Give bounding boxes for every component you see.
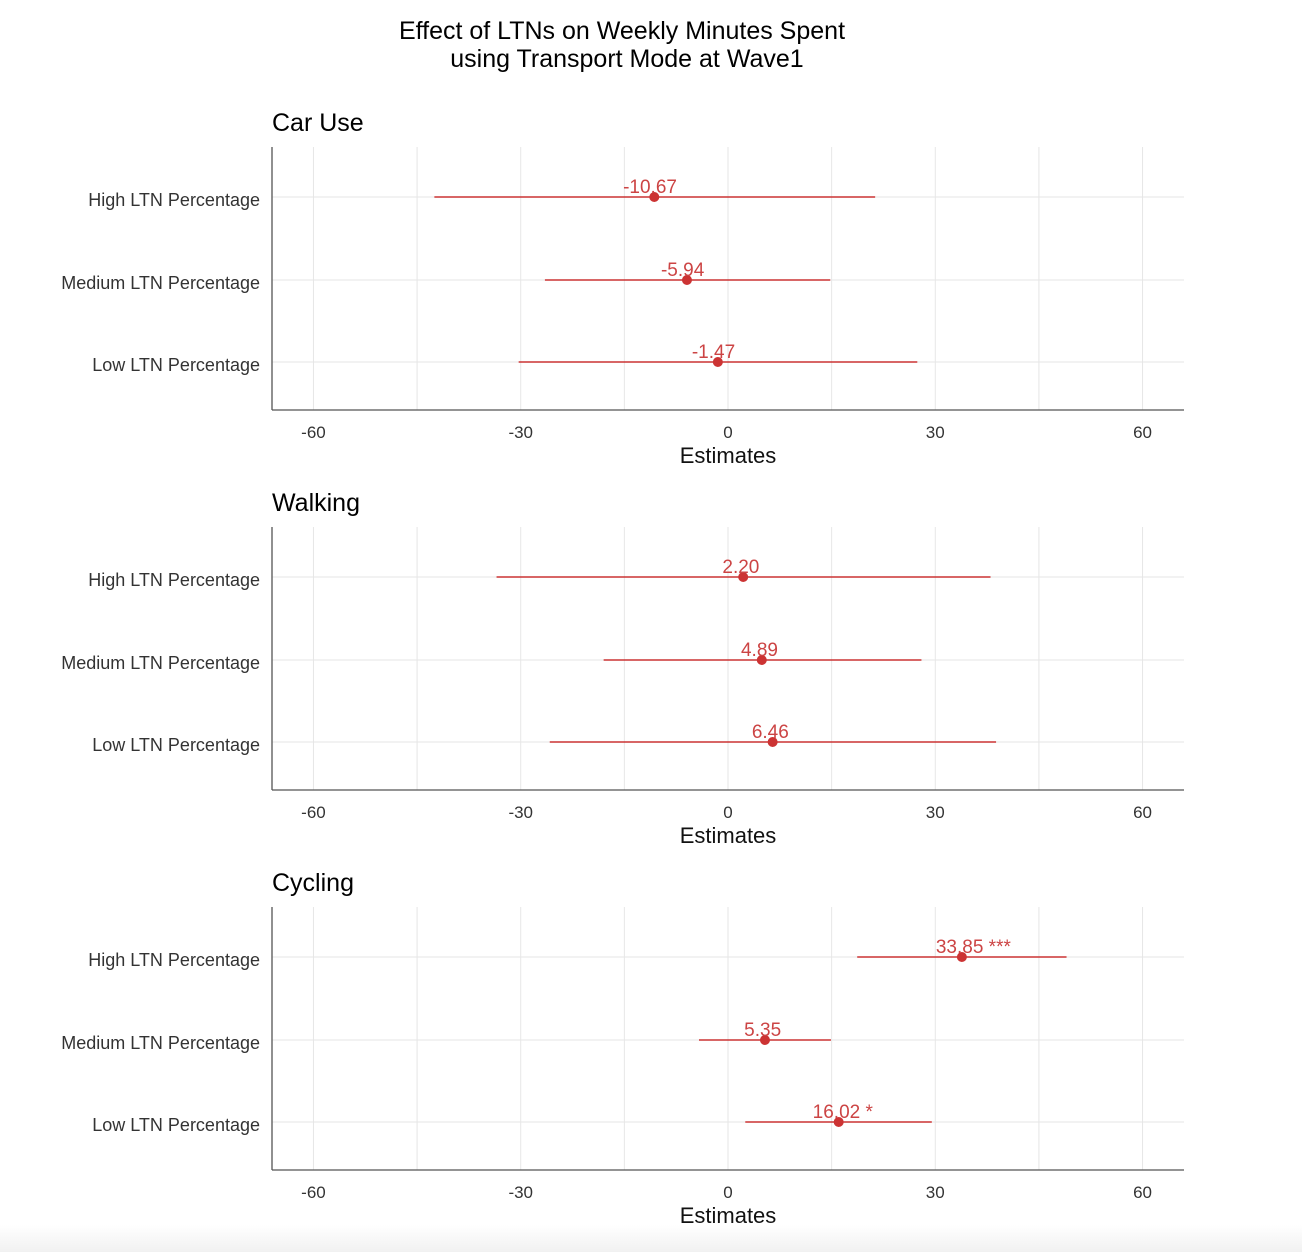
point-estimate-medium-ltn-percentage [756, 655, 767, 665]
point-estimate-medium-ltn-percentage [759, 1035, 770, 1045]
panel-title-walking: Walking [272, 489, 360, 517]
y-category-label: High LTN Percentage [88, 190, 260, 210]
panel-title-car-use: Car Use [272, 109, 364, 137]
x-axis-label: Estimates [680, 443, 777, 468]
panel-cycling: Cycling -60 -30 0 30 60 Estimates High LTN Perc… [61, 869, 1184, 1228]
bottom-fade [0, 1225, 1302, 1252]
estimate-label-high-ltn-percentage: 2.20 [722, 557, 759, 578]
chart-title-line-1: Effect of LTNs on Weekly Minutes Spent [399, 17, 845, 45]
panel-title-cycling: Cycling [272, 869, 354, 897]
x-axis-label: Estimates [680, 823, 777, 848]
x-tick-label: 60 [1133, 1183, 1152, 1202]
estimate-label-high-ltn-percentage: 33.85 *** [936, 937, 1012, 958]
x-tick-label: 0 [723, 423, 732, 442]
chart-title-line-2: using Transport Mode at Wave1 [450, 45, 803, 73]
x-tick-label: -60 [301, 1183, 326, 1202]
point-estimate-high-ltn-percentage [956, 952, 967, 962]
y-category-label: Medium LTN Percentage [61, 1033, 260, 1053]
point-estimate-high-ltn-percentage [649, 192, 660, 202]
point-estimate-low-ltn-percentage [712, 357, 723, 367]
y-category-label: Medium LTN Percentage [61, 273, 260, 293]
estimate-label-low-ltn-percentage: -1.47 [692, 342, 735, 363]
estimate-label-low-ltn-percentage: 16.02 * [813, 1102, 874, 1123]
y-category-label: Low LTN Percentage [92, 355, 260, 375]
x-tick-label: -30 [508, 423, 533, 442]
y-category-label: High LTN Percentage [88, 950, 260, 970]
x-axis-label: Estimates [680, 1203, 777, 1228]
x-tick-label: 0 [723, 803, 732, 822]
panel-car-use: Car Use -60 -30 0 30 60 Estimates High LTN Perc… [61, 109, 1184, 468]
estimate-label-high-ltn-percentage: -10.67 [623, 177, 677, 198]
x-tick-label: 30 [926, 803, 945, 822]
estimate-label-medium-ltn-percentage: 4.89 [741, 640, 778, 661]
point-estimate-high-ltn-percentage [738, 572, 749, 582]
x-tick-label: 60 [1133, 803, 1152, 822]
y-category-label: Medium LTN Percentage [61, 653, 260, 673]
estimate-label-medium-ltn-percentage: -5.94 [661, 260, 705, 281]
y-category-label: High LTN Percentage [88, 570, 260, 590]
estimate-label-low-ltn-percentage: 6.46 [752, 722, 789, 743]
point-estimate-low-ltn-percentage [767, 737, 778, 747]
point-estimate-low-ltn-percentage [833, 1117, 844, 1127]
x-tick-label: -30 [508, 803, 533, 822]
estimate-label-medium-ltn-percentage: 5.35 [744, 1020, 781, 1041]
y-category-label: Low LTN Percentage [92, 735, 260, 755]
y-category-label: Low LTN Percentage [92, 1115, 260, 1135]
x-tick-label: 60 [1133, 423, 1152, 442]
x-tick-label: -60 [301, 803, 326, 822]
panel-walking: Walking -60 -30 0 30 60 Estimates High LTN Perc… [61, 489, 1184, 848]
x-tick-label: -30 [508, 1183, 533, 1202]
x-tick-label: 30 [926, 1183, 945, 1202]
x-tick-label: -60 [301, 423, 326, 442]
x-tick-label: 0 [723, 1183, 732, 1202]
x-tick-label: 30 [926, 423, 945, 442]
point-estimate-medium-ltn-percentage [681, 275, 692, 285]
